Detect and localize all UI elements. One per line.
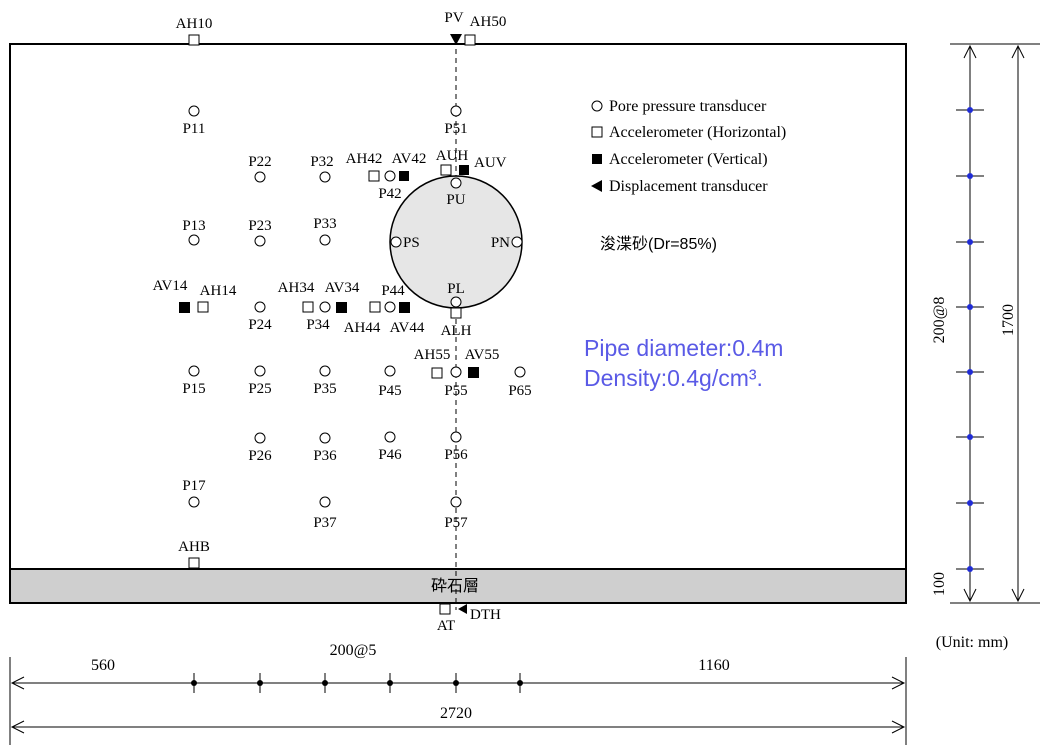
legend-displacement: Displacement transducer xyxy=(609,178,768,195)
label-PN: PN xyxy=(491,235,510,251)
acc-v-AV55 xyxy=(468,367,479,378)
dim-right-offset: 1160 xyxy=(698,657,729,674)
gravel-label: 砕石層 xyxy=(431,577,479,595)
label-AUH: AUH xyxy=(436,148,469,164)
label-P23: P23 xyxy=(248,218,271,234)
pipe-diameter-note: Pipe diameter:0.4m xyxy=(584,335,783,361)
pore-sensors xyxy=(188,105,526,508)
label-AHB: AHB xyxy=(178,539,210,555)
dim-height-spacing: 200@8 xyxy=(931,297,948,344)
label-DTH: DTH xyxy=(470,607,501,623)
label-AV44: AV44 xyxy=(390,320,425,336)
label-P35: P35 xyxy=(313,381,336,397)
dim-total-width: 2720 xyxy=(440,705,472,722)
label-P57: P57 xyxy=(444,515,468,531)
acc-v-AUV xyxy=(459,165,469,175)
container-box xyxy=(9,43,907,604)
label-P15: P15 xyxy=(182,381,205,397)
vertical-dim-dots xyxy=(967,107,973,572)
acc-h-ALH xyxy=(450,307,462,319)
label-P44: P44 xyxy=(381,283,405,299)
acc-h-AHB xyxy=(188,557,200,569)
label-AV14: AV14 xyxy=(153,278,188,294)
pipe-density-note: Density:0.4g/cm³. xyxy=(584,365,763,391)
label-AH44: AH44 xyxy=(344,320,381,336)
legend-open-square-icon xyxy=(591,126,603,138)
displacement-PV-icon xyxy=(450,34,462,45)
acc-h-AH50 xyxy=(464,34,476,46)
acc-h-AH55 xyxy=(431,367,443,379)
label-P55: P55 xyxy=(444,383,467,399)
label-AH50: AH50 xyxy=(470,14,507,30)
dim-height-total: 1700 xyxy=(1000,304,1017,336)
label-P26: P26 xyxy=(248,448,272,464)
legend-pore-pressure: Pore pressure transducer xyxy=(609,98,767,115)
label-ALH: ALH xyxy=(441,323,472,339)
acc-h-AH42 xyxy=(368,170,380,182)
label-P37: P37 xyxy=(313,515,337,531)
unit-label: (Unit: mm) xyxy=(936,634,1008,651)
pore-sensor-PL xyxy=(450,296,462,308)
label-P22: P22 xyxy=(248,154,271,170)
vertical-dimensions xyxy=(950,43,1040,604)
dim-spacing: 200@5 xyxy=(330,642,377,659)
horizontal-dim-dots xyxy=(191,680,523,686)
label-P17: P17 xyxy=(182,478,206,494)
label-P36: P36 xyxy=(313,448,337,464)
label-P51: P51 xyxy=(444,121,467,137)
label-AH42: AH42 xyxy=(346,151,383,167)
pore-sensor-PS xyxy=(390,236,402,248)
acc-h-AH44 xyxy=(369,301,381,313)
label-P25: P25 xyxy=(248,381,271,397)
acc-h-AUH xyxy=(440,164,452,176)
legend-acc-horizontal: Accelerometer (Horizontal) xyxy=(609,124,786,141)
legend-filled-square-icon xyxy=(592,154,602,164)
label-AUV: AUV xyxy=(474,155,507,171)
legend: Pore pressure transducer Accelerometer (… xyxy=(591,98,786,195)
acc-h-AT xyxy=(439,603,451,615)
label-P13: P13 xyxy=(182,218,205,234)
horizontal-dimensions xyxy=(9,657,907,745)
acc-v-AV42 xyxy=(399,171,409,181)
gravel-layer xyxy=(9,568,907,604)
label-PL: PL xyxy=(447,281,465,297)
pore-sensor-PU xyxy=(450,177,462,189)
label-P24: P24 xyxy=(248,317,272,333)
label-AT: AT xyxy=(437,618,455,634)
acc-h-AH14 xyxy=(197,301,209,313)
acc-v-AV14 xyxy=(179,302,190,313)
acc-v-AV34 xyxy=(336,302,347,313)
acc-v-AV44 xyxy=(399,302,410,313)
label-P33: P33 xyxy=(313,216,336,232)
label-AH10: AH10 xyxy=(176,16,213,32)
label-P34: P34 xyxy=(306,317,330,333)
displacement-DTH-icon xyxy=(458,604,467,614)
label-AH14: AH14 xyxy=(200,283,237,299)
label-P42: P42 xyxy=(378,186,401,202)
label-AV42: AV42 xyxy=(392,151,427,167)
label-PV: PV xyxy=(444,10,463,26)
label-AV55: AV55 xyxy=(465,347,500,363)
label-PU: PU xyxy=(446,192,465,208)
label-P32: P32 xyxy=(310,154,333,170)
soil-label: 浚渫砂(Dr=85%) xyxy=(600,235,717,253)
legend-circle-icon xyxy=(591,100,603,112)
legend-acc-vertical: Accelerometer (Vertical) xyxy=(609,151,768,168)
legend-triangle-icon xyxy=(591,180,602,192)
dim-left-offset: 560 xyxy=(91,657,115,674)
label-P56: P56 xyxy=(444,447,468,463)
acc-h-AH10 xyxy=(188,34,200,46)
label-AH55: AH55 xyxy=(414,347,451,363)
acc-h-AH34 xyxy=(302,301,314,313)
dim-base-layer: 100 xyxy=(931,572,948,596)
label-AH34: AH34 xyxy=(278,280,315,296)
label-P45: P45 xyxy=(378,383,401,399)
pore-sensor-PN xyxy=(511,236,523,248)
label-P65: P65 xyxy=(508,383,531,399)
label-P46: P46 xyxy=(378,447,402,463)
label-AV34: AV34 xyxy=(325,280,360,296)
label-PS: PS xyxy=(403,235,420,251)
label-P11: P11 xyxy=(183,121,206,137)
